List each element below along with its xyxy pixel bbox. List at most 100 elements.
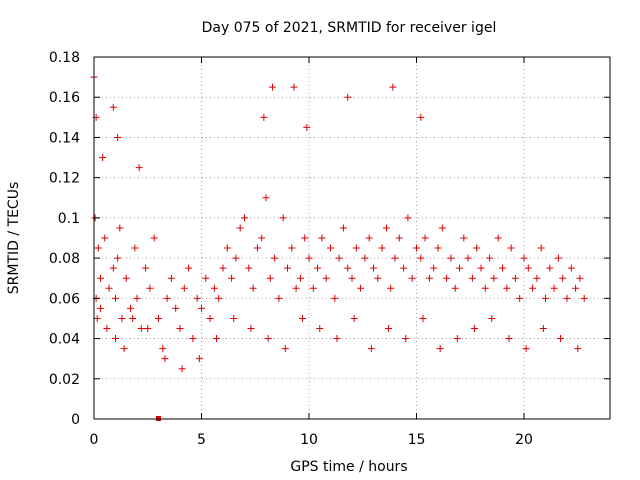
data-point [335, 254, 343, 262]
data-point [533, 274, 541, 282]
data-point [499, 264, 506, 272]
data-point [464, 254, 472, 262]
data-point [352, 244, 360, 252]
data-point [260, 113, 268, 121]
data-point [378, 244, 386, 252]
data-point [284, 264, 291, 272]
data-point [542, 294, 549, 302]
data-point [253, 244, 261, 252]
data-point [167, 274, 175, 282]
data-point [344, 93, 352, 101]
data-point [142, 264, 150, 272]
data-point [481, 284, 489, 292]
y-tick-label: 0.04 [49, 332, 80, 348]
data-point [490, 274, 498, 282]
data-point [131, 244, 139, 252]
data-point [576, 274, 584, 282]
data-point [105, 284, 113, 292]
data-point [114, 254, 122, 262]
data-point [327, 244, 334, 252]
grid-lines [94, 57, 610, 419]
data-point [453, 335, 461, 343]
data-point [408, 274, 416, 282]
data-point [522, 345, 530, 353]
data-point [456, 264, 463, 272]
data-point [195, 355, 203, 363]
data-point [146, 284, 154, 292]
data-point [370, 264, 377, 272]
x-axis-ticks: 0 5 10 15 20 [90, 57, 533, 448]
data-point [290, 83, 298, 91]
data-point [524, 264, 532, 272]
data-point [365, 234, 373, 242]
data-point [516, 294, 524, 302]
data-point [114, 133, 122, 141]
data-point [511, 274, 519, 282]
data-point [567, 264, 575, 272]
data-point [322, 274, 330, 282]
data-point [99, 154, 107, 162]
y-tick-label: 0.14 [49, 130, 80, 146]
data-point [213, 335, 221, 343]
data-point [574, 345, 582, 353]
data-point [350, 314, 358, 322]
data-point [94, 244, 102, 252]
data-point [367, 345, 375, 353]
data-point [118, 314, 126, 322]
y-tick-label: 0.02 [49, 372, 80, 388]
data-point [241, 214, 248, 222]
data-point [144, 325, 152, 332]
data-point [159, 345, 167, 353]
data-point [443, 274, 451, 282]
data-point [303, 123, 311, 131]
x-tick-label: 20 [515, 432, 533, 448]
data-point [301, 234, 309, 242]
data-point [189, 335, 197, 343]
data-point [374, 274, 382, 282]
data-point [281, 345, 289, 353]
data-point [554, 254, 562, 262]
data-point [488, 314, 496, 322]
data-point [262, 194, 270, 202]
data-point [404, 214, 412, 222]
data-point [361, 254, 369, 262]
data-point [96, 274, 104, 282]
data-point [434, 244, 442, 252]
data-point [193, 294, 201, 302]
data-point [176, 325, 184, 332]
data-point [486, 254, 494, 262]
data-points [90, 73, 588, 421]
data-point [572, 284, 580, 292]
data-point [309, 284, 317, 292]
data-point [417, 254, 425, 262]
data-point [447, 254, 455, 262]
data-point [550, 284, 558, 292]
data-point [232, 254, 240, 262]
data-point [357, 284, 365, 292]
data-point [473, 244, 481, 252]
data-point [219, 264, 227, 272]
data-point [247, 325, 255, 332]
data-point [471, 325, 479, 332]
data-point [419, 314, 427, 322]
y-tick-label: 0.16 [49, 90, 80, 106]
data-point [96, 304, 104, 312]
data-point [258, 234, 266, 242]
data-point [348, 274, 356, 282]
data-point [413, 244, 420, 252]
data-point [206, 314, 214, 322]
data-point [135, 164, 143, 172]
data-point [477, 264, 485, 272]
data-point [112, 335, 119, 343]
data-point [268, 83, 276, 91]
data-point [172, 304, 180, 312]
data-point [150, 234, 158, 242]
data-point [230, 314, 238, 322]
data-point [529, 284, 537, 292]
data-point [202, 274, 210, 282]
data-point [288, 244, 296, 252]
data-point [494, 234, 502, 242]
x-tick-label: 10 [300, 432, 318, 448]
data-point [112, 294, 119, 302]
